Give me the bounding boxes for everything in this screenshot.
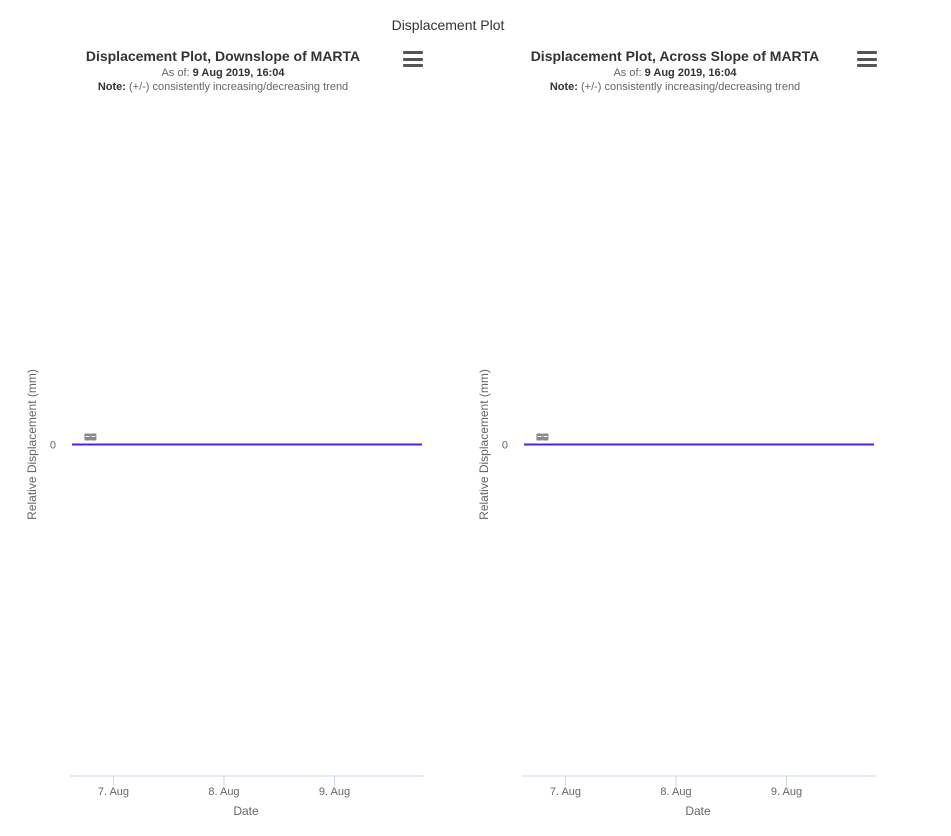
data-label [542,433,549,441]
x-tick-label: 7. Aug [550,786,581,798]
chart-note: Note: (+/-) consistently increasing/decr… [460,81,890,93]
x-tick-label: 8. Aug [660,786,691,798]
chart-svg-downslope: 7. Aug 8. Aug 9. Aug 0 Date Relative Displace… [25,369,424,818]
as-of-value: 9 Aug 2019, 16:04 [192,67,285,79]
hamburger-menu-icon[interactable] [403,51,423,67]
data-label [90,433,97,441]
chart-panel-across-slope: 7. Aug 8. Aug 9. Aug 0 Date Relative Displace… [460,44,900,836]
y-axis-title: Relative Displacement (mm) [25,369,39,520]
as-of-value: 9 Aug 2019, 16:04 [644,67,737,79]
chart-as-of: As of: 9 Aug 2019, 16:04 [8,67,438,79]
x-tick-label: 8. Aug [208,786,239,798]
y-tick-label: 0 [50,440,56,452]
note-label: Note: [549,81,578,93]
x-axis-title: Date [233,804,259,818]
chart-note: Note: (+/-) consistently increasing/decr… [8,81,438,93]
as-of-label: As of: [613,67,642,79]
chart-title: Displacement Plot, Downslope of MARTA [85,48,361,64]
x-tick-label: 9. Aug [319,786,350,798]
chart-as-of: As of: 9 Aug 2019, 16:04 [460,67,890,79]
chart-title: Displacement Plot, Across Slope of MARTA [530,48,820,64]
data-label [536,433,543,441]
y-axis-title: Relative Displacement (mm) [477,369,491,520]
note-label: Note: [97,81,126,93]
y-tick-label: 0 [502,440,508,452]
x-tick-label: 9. Aug [771,786,802,798]
data-label [84,433,91,441]
note-text: (+/-) consistently increasing/decreasing… [128,81,349,93]
x-tick-label: 7. Aug [98,786,129,798]
hamburger-menu-icon[interactable] [857,51,877,67]
as-of-label: As of: [161,67,190,79]
note-text: (+/-) consistently increasing/decreasing… [580,81,801,93]
page-title: Displacement Plot [391,17,505,33]
chart-svg-across-slope: 7. Aug 8. Aug 9. Aug 0 Date Relative Displace… [477,369,876,818]
x-axis-title: Date [685,804,711,818]
chart-panel-downslope: 7. Aug 8. Aug 9. Aug 0 Date Relative Displace… [8,44,448,836]
